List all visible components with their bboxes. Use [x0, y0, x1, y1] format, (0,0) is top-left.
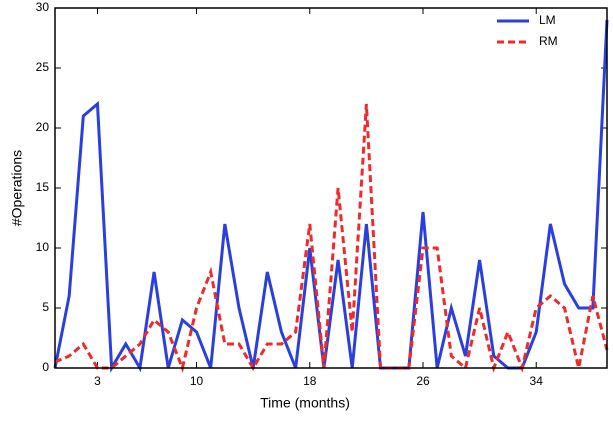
x-tick-label: 3 [94, 374, 101, 388]
x-axis-label: Time (months) [260, 395, 350, 411]
y-tick-label: 30 [36, 0, 50, 14]
x-tick-label: 34 [530, 374, 544, 388]
y-tick-label: 20 [36, 120, 50, 134]
y-tick-label: 15 [36, 180, 50, 194]
y-tick-label: 0 [42, 360, 49, 374]
y-tick-label: 5 [42, 300, 49, 314]
y-tick-label: 10 [36, 240, 50, 254]
x-tick-label: 26 [416, 374, 430, 388]
series-line [53, 19, 609, 374]
y-axis-label: #Operations [9, 150, 25, 226]
series-line [54, 103, 609, 374]
plot-frame [54, 7, 608, 369]
x-tick-label: 10 [190, 374, 204, 388]
legend-label: RM [539, 34, 558, 48]
legend-label: LM [539, 13, 556, 27]
y-tick-label: 25 [36, 60, 50, 74]
x-tick-label: 18 [303, 374, 317, 388]
